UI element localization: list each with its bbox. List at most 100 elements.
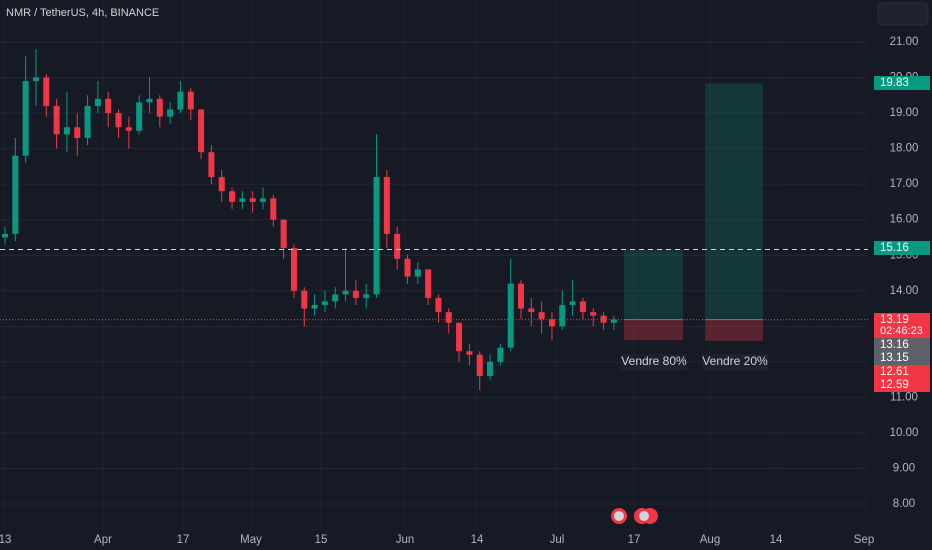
position-label: Vendre 80%	[621, 354, 687, 368]
last-price-label: 13.19	[880, 314, 909, 326]
profit-zone	[705, 83, 763, 320]
candle-body	[476, 354, 483, 377]
y-tick-label: 11.00	[890, 391, 918, 403]
x-tick-label: Jun	[396, 534, 415, 546]
candle-body	[610, 319, 617, 323]
candle-body	[590, 312, 597, 316]
toolbar-button[interactable]	[877, 2, 929, 26]
candle-body	[156, 98, 163, 117]
candle-body	[383, 177, 390, 234]
position-label-bg	[702, 354, 768, 370]
candle-body	[167, 109, 174, 117]
x-tick-label: 17	[177, 534, 190, 546]
candle-body	[404, 258, 411, 277]
candle-body	[311, 304, 318, 309]
candle-body	[177, 91, 184, 110]
candle-body	[425, 269, 432, 298]
candle-body	[43, 77, 50, 106]
candle-body	[518, 283, 524, 309]
candle-body	[579, 301, 586, 313]
candle-body	[12, 155, 19, 234]
candle-body	[208, 152, 215, 178]
event-icon-inner	[639, 511, 649, 521]
candle-body	[187, 91, 194, 110]
loss-zone	[624, 319, 683, 341]
candle-body	[497, 347, 504, 362]
x-tick-label: 13	[0, 534, 11, 546]
candle-body	[414, 269, 421, 277]
candle-body	[198, 109, 205, 153]
x-tick-label: 17	[628, 534, 641, 546]
price-label-bg	[874, 338, 930, 352]
loss-zone	[705, 319, 763, 341]
y-tick-label: 15.00	[890, 249, 919, 261]
marks: Vendre 80% Vendre 20%	[0, 49, 868, 391]
candle-body	[22, 81, 29, 156]
candle-body	[260, 198, 266, 202]
stop-label-bg	[874, 378, 930, 392]
x-tick-label: 15	[315, 534, 328, 546]
candle-body	[32, 77, 39, 82]
candle-body	[301, 290, 308, 309]
candle-body	[74, 127, 81, 138]
candle-body	[528, 308, 535, 313]
y-tick-label: 8.00	[893, 498, 915, 510]
time-axis: 13 Apr 17 May 15 Jun 14 Jul 17 Aug 14 Sep	[0, 534, 874, 546]
event-icon-inner	[614, 511, 624, 521]
grid	[0, 41, 868, 505]
y-tick-label: 19.00	[890, 107, 919, 119]
candle-body	[363, 294, 370, 298]
price-axis: 8.009.0010.0011.0012.0013.0014.0015.0016…	[874, 36, 930, 510]
candle-body	[229, 191, 236, 202]
candle-body	[507, 283, 514, 348]
x-tick-label: Aug	[700, 534, 720, 546]
candle-body	[2, 233, 8, 238]
stop-label: 12.59	[880, 379, 909, 391]
x-tick-label: Sep	[854, 534, 874, 546]
x-tick-label: 14	[471, 534, 484, 546]
candle-body	[435, 297, 442, 313]
candle-body	[63, 127, 70, 135]
candle-body	[105, 98, 112, 114]
line-label-bg	[874, 241, 930, 255]
y-tick-label: 18.00	[890, 143, 919, 155]
candle-body	[53, 105, 60, 135]
candle-body	[249, 198, 256, 202]
candle-body	[332, 294, 339, 302]
countdown-label: 02:46:23	[880, 325, 923, 337]
candle-body	[239, 198, 246, 202]
event-icons	[611, 508, 658, 524]
candle-body	[456, 322, 463, 352]
candle-body	[342, 290, 349, 295]
price-label: 13.16	[880, 339, 909, 351]
candle-body	[115, 113, 122, 128]
candle-body	[146, 98, 153, 103]
candle-body	[569, 301, 576, 305]
position-label-bg	[621, 354, 687, 370]
candle-body	[538, 312, 545, 320]
position-label: Vendre 20%	[702, 354, 768, 368]
candle-body	[270, 198, 277, 220]
stop-label: 12.61	[880, 366, 909, 378]
candle-body	[487, 361, 494, 377]
x-tick-label: 14	[770, 534, 783, 546]
y-tick-label: 16.00	[890, 214, 919, 226]
candle-body	[125, 127, 132, 131]
candle-body	[466, 351, 473, 355]
y-tick-label: 10.00	[890, 427, 919, 439]
candle-body	[218, 177, 225, 192]
y-tick-label: 14.00	[890, 285, 919, 297]
candle-body	[280, 219, 287, 249]
y-tick-label: 21.00	[890, 36, 919, 48]
candle-body	[136, 102, 143, 131]
stop-label-bg	[874, 365, 930, 379]
x-tick-label: Apr	[94, 534, 112, 546]
candle-body	[84, 105, 91, 138]
profit-zone	[624, 249, 683, 320]
target-label-bg	[874, 76, 930, 90]
last-price-bg	[874, 313, 930, 338]
candle-body	[290, 248, 297, 291]
x-tick-label: May	[240, 534, 262, 546]
y-tick-label: 17.00	[890, 178, 919, 190]
